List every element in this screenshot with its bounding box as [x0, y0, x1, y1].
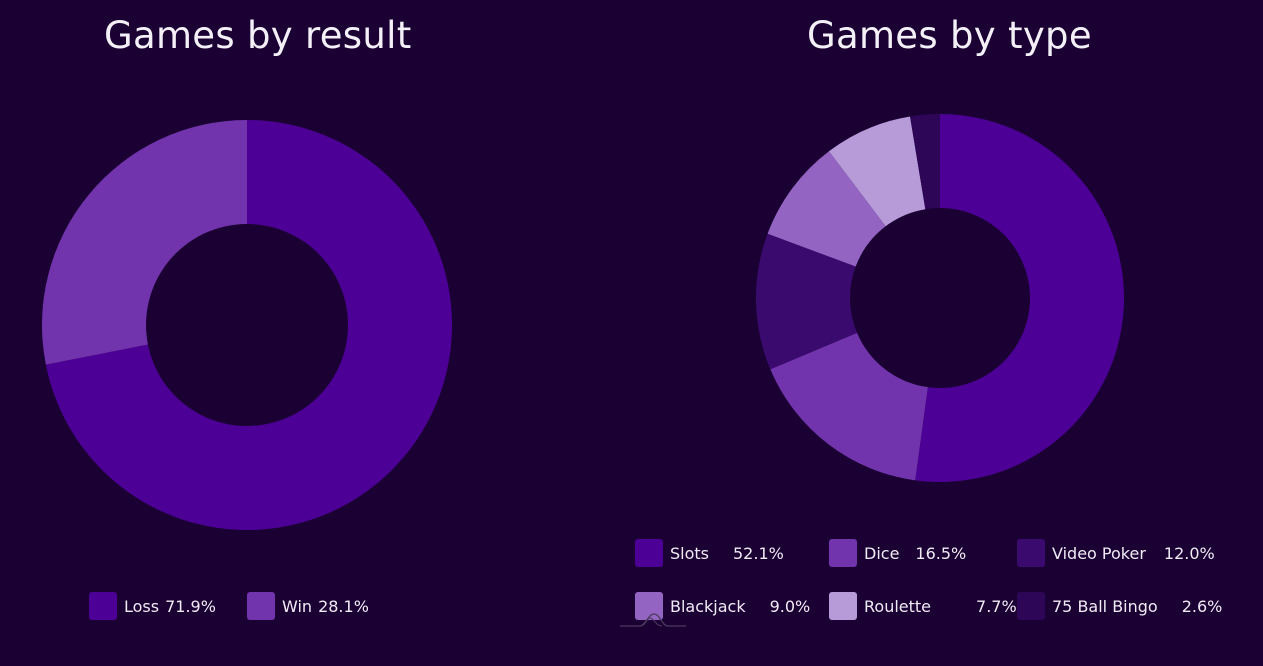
legend-value: 28.1% — [318, 596, 369, 616]
legend-label: Loss — [124, 596, 160, 616]
legend-value: 12.0% — [1163, 543, 1215, 563]
legend-swatch — [635, 592, 663, 620]
slice-blackjack[interactable] — [767, 151, 886, 267]
slice-win[interactable] — [42, 120, 248, 365]
legend-value: 9.0% — [769, 596, 811, 616]
slice-video-poker[interactable] — [756, 233, 858, 370]
legend-label: 75 Ball Bingo — [1052, 596, 1158, 616]
legend-label: Dice — [864, 543, 900, 563]
legend-item[interactable]: Loss 71.9% — [89, 591, 216, 621]
legend-value: 71.9% — [165, 596, 216, 616]
legend-label: Roulette — [864, 596, 932, 616]
legend-value: 52.1% — [733, 543, 784, 563]
games-by-type-donut — [756, 114, 1125, 483]
legend-item[interactable]: Dice 16.5% — [829, 538, 966, 568]
slice-loss[interactable] — [45, 120, 453, 530]
games-by-result-panel: Games by result Loss 71.9% Win 28.1% — [0, 0, 500, 666]
watermark-squiggle-icon — [620, 613, 686, 627]
slice-75-ball-bingo[interactable] — [910, 114, 940, 210]
legend-swatch — [89, 592, 117, 620]
legend-item[interactable]: Win 28.1% — [247, 591, 369, 621]
legend-item[interactable]: Video Poker 12.0% — [1017, 538, 1215, 568]
legend-label: Video Poker — [1052, 543, 1146, 563]
legend-label: Win — [282, 596, 313, 616]
legend-swatch — [635, 539, 663, 567]
legend-label: Blackjack — [670, 596, 746, 616]
slice-roulette[interactable] — [828, 116, 926, 227]
legend-swatch — [1017, 592, 1045, 620]
legend-value: 7.7% — [976, 596, 1017, 616]
legend-item[interactable]: 75 Ball Bingo 2.6% — [1017, 591, 1222, 621]
legend-value: 16.5% — [915, 543, 967, 563]
games-by-result-donut — [42, 120, 453, 530]
legend-item[interactable]: Roulette 7.7% — [829, 591, 1017, 621]
legend-swatch — [829, 539, 857, 567]
legend-swatch — [1017, 539, 1045, 567]
legend-value: 2.6% — [1181, 596, 1223, 616]
legend-label: Slots — [670, 543, 709, 563]
legend-swatch — [247, 592, 275, 620]
slice-slots[interactable] — [915, 114, 1125, 483]
slice-dice[interactable] — [770, 332, 928, 481]
legend-item[interactable]: Blackjack 9.0% — [635, 591, 810, 621]
legend-swatch — [829, 592, 857, 620]
chart-title: Games by result — [104, 14, 412, 57]
chart-title: Games by type — [807, 14, 1092, 57]
games-by-type-panel: Games by type Slots 52.1% Dice 16.5% Video P… — [615, 0, 1263, 666]
legend-item[interactable]: Slots 52.1% — [635, 538, 784, 568]
